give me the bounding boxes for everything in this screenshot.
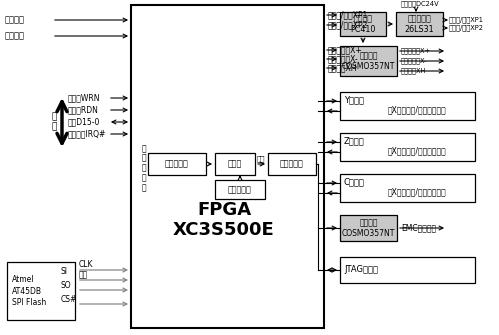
Text: 正脉冲/脉冲XP1: 正脉冲/脉冲XP1 xyxy=(449,17,484,23)
Text: 脉冲计数器: 脉冲计数器 xyxy=(280,159,304,169)
Bar xyxy=(148,153,206,175)
Text: CLK
时钟: CLK 时钟 xyxy=(79,260,93,280)
Bar xyxy=(340,12,386,36)
Text: 线性驱动器
26LS31: 线性驱动器 26LS31 xyxy=(405,14,434,34)
Text: 和X轴的输入/输出完全相同: 和X轴的输入/输出完全相同 xyxy=(388,146,447,155)
Text: CS#: CS# xyxy=(61,295,77,305)
Text: 负脉冲/方向XP2: 负脉冲/方向XP2 xyxy=(449,25,484,31)
Text: 光耦隔离
COSMO357NT: 光耦隔离 COSMO357NT xyxy=(342,51,395,71)
Text: 正限位输入X+: 正限位输入X+ xyxy=(328,46,363,55)
Text: Z轴接口: Z轴接口 xyxy=(344,136,365,145)
Text: 光耦隔离
COSMO357NT: 光耦隔离 COSMO357NT xyxy=(342,218,395,238)
Text: SO: SO xyxy=(61,281,72,290)
Text: 时序发生器: 时序发生器 xyxy=(228,185,252,194)
Text: 高速光耦
PC410: 高速光耦 PC410 xyxy=(350,14,376,34)
Text: JTAG测试口: JTAG测试口 xyxy=(344,266,378,274)
Text: 中断信号IRQ#: 中断信号IRQ# xyxy=(68,130,106,138)
Text: 负脉冲/方向XP2: 负脉冲/方向XP2 xyxy=(328,20,368,29)
Text: 负限位输入X-: 负限位输入X- xyxy=(401,58,428,64)
Text: C轴接口: C轴接口 xyxy=(344,178,365,187)
Bar xyxy=(215,180,265,199)
Bar xyxy=(340,215,397,241)
Bar xyxy=(215,153,255,175)
Text: 粗
插
补
数
据: 粗 插 补 数 据 xyxy=(142,144,146,192)
Bar xyxy=(340,257,475,283)
Text: 原点输入XH: 原点输入XH xyxy=(328,64,357,72)
Bar xyxy=(131,5,324,328)
Text: 外部电源DC24V: 外部电源DC24V xyxy=(401,1,440,7)
Text: FPGA
XC3S500E: FPGA XC3S500E xyxy=(173,201,275,240)
Text: 总
线: 总 线 xyxy=(51,112,57,132)
Text: SI: SI xyxy=(61,268,68,276)
Bar xyxy=(340,133,475,161)
Text: 数据缓存区: 数据缓存区 xyxy=(165,159,189,169)
Text: Y轴接口: Y轴接口 xyxy=(344,95,364,105)
Text: 正限位输入X+: 正限位输入X+ xyxy=(401,48,431,54)
Text: 积分区: 积分区 xyxy=(228,159,242,169)
Text: 和X轴的输入/输出完全相同: 和X轴的输入/输出完全相同 xyxy=(388,106,447,115)
Text: 正脉冲/脉冲XP1: 正脉冲/脉冲XP1 xyxy=(328,10,368,19)
Text: EMC紧急停止: EMC紧急停止 xyxy=(401,223,436,232)
Bar xyxy=(7,262,75,320)
Text: 读信号RDN: 读信号RDN xyxy=(68,106,99,115)
Bar xyxy=(340,92,475,120)
Bar xyxy=(396,12,443,36)
Text: 数据D15-0: 数据D15-0 xyxy=(68,118,100,127)
Text: 写信号WRN: 写信号WRN xyxy=(68,93,100,103)
Text: 负限位输入X-: 负限位输入X- xyxy=(328,55,359,64)
Text: 时钟信号: 时钟信号 xyxy=(5,31,25,41)
Text: Atmel
AT45DB
SPI Flash: Atmel AT45DB SPI Flash xyxy=(12,275,46,307)
Text: 电源输入: 电源输入 xyxy=(5,15,25,24)
Bar xyxy=(340,174,475,202)
Text: 脉冲: 脉冲 xyxy=(257,156,265,162)
Bar xyxy=(340,46,397,76)
Bar xyxy=(268,153,316,175)
Text: 原点输入XH: 原点输入XH xyxy=(401,68,426,74)
Text: 和X轴的输入/输出完全相同: 和X轴的输入/输出完全相同 xyxy=(388,188,447,197)
